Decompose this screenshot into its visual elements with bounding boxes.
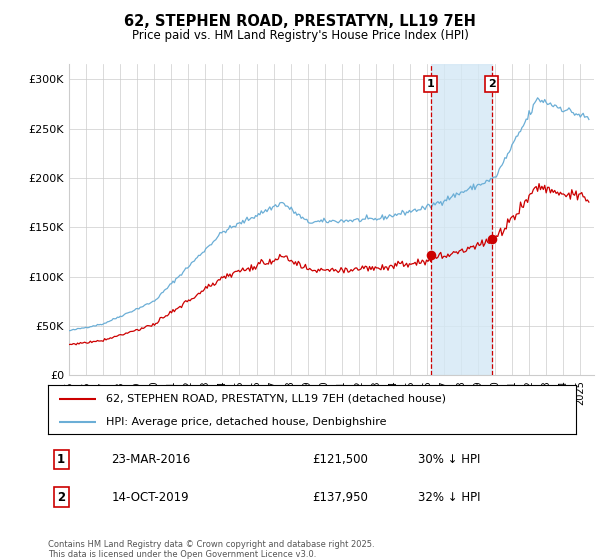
Bar [431, 64, 491, 375]
Point [487, 235, 496, 244]
Text: Price paid vs. HM Land Registry's House Price Index (HPI): Price paid vs. HM Land Registry's House … [131, 29, 469, 42]
Text: 30% ↓ HPI: 30% ↓ HPI [418, 453, 480, 466]
Text: 62, STEPHEN ROAD, PRESTATYN, LL19 7EH (detached house): 62, STEPHEN ROAD, PRESTATYN, LL19 7EH (d… [106, 394, 446, 404]
Text: 1: 1 [57, 453, 65, 466]
Text: 2: 2 [488, 79, 496, 89]
Text: HPI: Average price, detached house, Denbighshire: HPI: Average price, detached house, Denb… [106, 417, 386, 427]
Text: 32% ↓ HPI: 32% ↓ HPI [418, 491, 480, 504]
Text: 1: 1 [427, 79, 434, 89]
Text: 23-MAR-2016: 23-MAR-2016 [112, 453, 191, 466]
Text: 2: 2 [57, 491, 65, 504]
Text: £121,500: £121,500 [312, 453, 368, 466]
Text: 62, STEPHEN ROAD, PRESTATYN, LL19 7EH: 62, STEPHEN ROAD, PRESTATYN, LL19 7EH [124, 14, 476, 29]
Point [426, 251, 436, 260]
Text: 14-OCT-2019: 14-OCT-2019 [112, 491, 189, 504]
Text: Contains HM Land Registry data © Crown copyright and database right 2025.
This d: Contains HM Land Registry data © Crown c… [48, 540, 374, 559]
Text: £137,950: £137,950 [312, 491, 368, 504]
